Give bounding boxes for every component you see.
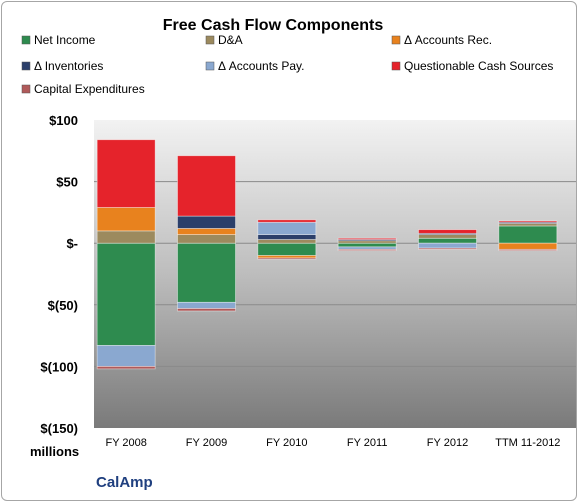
bar-segment: [257, 242, 317, 256]
bar-segment: [418, 229, 477, 234]
bar-segment: [337, 248, 397, 251]
x-tick-label: FY 2009: [186, 437, 227, 449]
y-tick-label: $100: [49, 113, 78, 128]
bars: [96, 139, 558, 370]
bar-segment: [337, 242, 397, 248]
legend-swatch: [21, 61, 31, 71]
bar-segment: [96, 345, 156, 367]
plot-area: [94, 120, 576, 428]
bar-segment: [96, 139, 156, 208]
legend-swatch: [391, 61, 401, 71]
legend-label: Δ Accounts Rec.: [404, 33, 492, 47]
legend-label: D&A: [218, 33, 243, 47]
bar-segment: [177, 301, 236, 309]
bar-segment: [177, 308, 236, 312]
legend-label: Δ Inventories: [34, 59, 103, 73]
bar-segment: [418, 237, 477, 244]
x-tick-label: TTM 11-2012: [495, 437, 560, 449]
bar-segment: [177, 234, 236, 244]
bar-segment: [177, 242, 236, 303]
legend-label: Net Income: [34, 33, 96, 47]
bar-segment: [337, 237, 397, 240]
bar-segment: [96, 207, 156, 232]
legend-label: Δ Accounts Pay.: [218, 59, 305, 73]
legend-swatch: [21, 35, 31, 45]
legend-swatch: [205, 35, 215, 45]
x-tick-label: FY 2010: [266, 437, 307, 449]
bar-segment: [257, 239, 317, 244]
x-tick-label: FY 2008: [105, 437, 146, 449]
x-axis: FY 2008 FY 2009 FY 2010 FY 2011 FY 2012 TTM 1…: [105, 437, 560, 449]
y-axis: $100 $50 $- $(50) $(100) $(150): [40, 113, 78, 436]
bar-segment: [96, 365, 156, 370]
bar-segment: [177, 215, 236, 229]
legend-swatch: [391, 35, 401, 45]
gridlines: [94, 181, 576, 367]
legend-label: Capital Expenditures: [34, 82, 145, 96]
bar-segment: [498, 248, 558, 251]
bar-segment: [257, 221, 317, 235]
legend-swatch: [205, 61, 215, 71]
bar-segment: [177, 228, 236, 235]
bar-segment: [498, 220, 558, 223]
y-tick-label: $(100): [40, 359, 78, 374]
legend: Net Income D&A Δ Accounts Rec. Δ Inventorie…: [21, 33, 553, 96]
bar-segment: [498, 242, 558, 250]
legend-swatch: [21, 84, 31, 94]
bar-segment: [498, 225, 558, 244]
y-tick-label: $-: [66, 236, 78, 251]
bar-segment: [257, 257, 317, 260]
bar-segment: [96, 242, 156, 346]
x-tick-label: FY 2011: [347, 437, 388, 449]
legend-label: Questionable Cash Sources: [404, 59, 553, 73]
chart-title: Free Cash Flow Components: [163, 17, 384, 34]
bar-segment: [418, 242, 477, 249]
y-tick-label: $(150): [40, 421, 78, 436]
company-name: CalAmp: [96, 474, 153, 491]
units-label: millions: [30, 444, 79, 459]
bar-segment: [418, 247, 477, 250]
bar-segment: [418, 234, 477, 239]
bar-segment: [257, 219, 317, 223]
bar-segment: [257, 234, 317, 240]
x-tick-label: FY 2012: [427, 437, 468, 449]
bar-segment: [96, 230, 156, 244]
y-tick-label: $50: [56, 175, 78, 190]
bar-segment: [177, 155, 236, 217]
y-tick-label: $(50): [48, 298, 78, 313]
